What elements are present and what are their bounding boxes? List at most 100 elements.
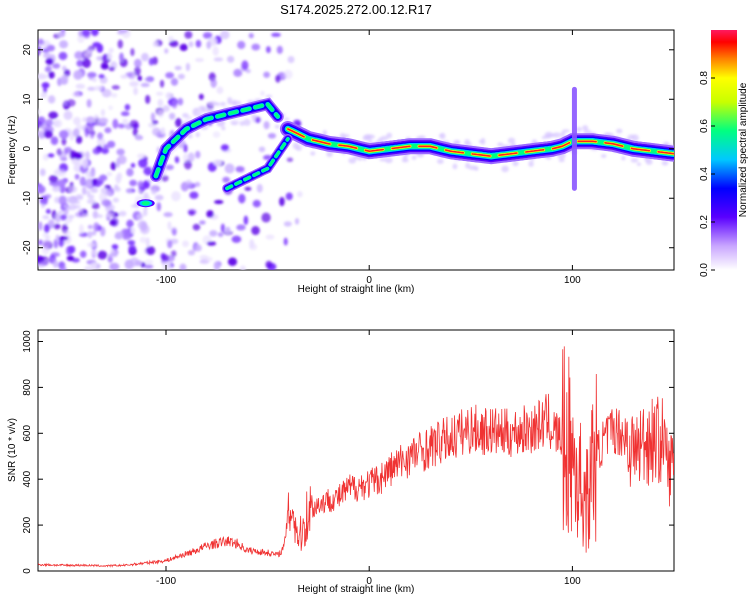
spectrogram-halo-blob: [528, 160, 534, 168]
spectrogram-noise-blob: [57, 77, 62, 87]
spectrogram-noise-blob: [136, 153, 147, 159]
spectrogram-ridge-secondary: [225, 137, 290, 190]
spectrogram-noise-blob: [237, 40, 246, 50]
spectrogram-noise-blob: [184, 31, 193, 39]
spectrogram-noise-blob: [227, 257, 238, 266]
snr-series-line: [38, 346, 674, 568]
spectrogram-noise-blob: [100, 108, 106, 117]
spectrogram-noise-blob: [199, 220, 206, 225]
spectrogram-halo-blob: [379, 158, 387, 162]
spectrogram-noise-blob: [124, 259, 134, 270]
spectrogram-noise-blob: [188, 210, 195, 216]
spectrogram-noise-blob: [38, 116, 46, 126]
spectrogram-noise-blob: [267, 132, 277, 139]
spectrogram-halo-blob: [326, 151, 333, 158]
spectrogram-noise-blob: [134, 58, 142, 68]
spectrogram-halo-blob: [411, 155, 417, 160]
spectrogram-noise-blob: [258, 146, 266, 153]
spectrogram-noise-blob: [111, 244, 119, 250]
spectrogram-noise-blob: [225, 226, 231, 234]
spectrogram-halo-blob: [75, 194, 84, 200]
spectrogram-noise-blob: [45, 208, 51, 214]
spectrogram-noise-blob: [91, 30, 99, 37]
spectrogram-halo-blob: [151, 188, 157, 195]
spectrogram-noise-blob: [48, 175, 59, 183]
spectrogram-noise-blob: [38, 38, 45, 46]
spectrogram-noise-blob: [212, 46, 219, 56]
snr-xtick-label: -100: [156, 576, 176, 587]
spectrogram-halo-blob: [96, 214, 104, 218]
spectrogram-noise-blob: [248, 32, 254, 39]
spectrogram-noise-blob: [134, 66, 141, 76]
spectrogram-noise-blob: [152, 41, 159, 48]
spectrogram-halo-blob: [438, 133, 444, 137]
spectrogram-noise-blob: [115, 174, 122, 184]
spectrogram-halo-blob: [114, 187, 121, 192]
spectrogram-noise-blob: [179, 263, 187, 270]
spectrogram-noise-blob: [224, 163, 235, 174]
snr-xtick-label: 0: [366, 576, 372, 587]
spectrogram-noise-blob: [154, 194, 164, 201]
spectrogram-noise-blob: [260, 90, 265, 96]
spectrogram-halo-blob: [187, 134, 193, 139]
spectrogram-noise-blob: [287, 55, 295, 64]
spectrogram-noise-blob: [65, 245, 74, 256]
spectrogram-noise-blob: [60, 78, 68, 85]
spectrogram-noise-blob: [194, 182, 201, 187]
spectrogram-noise-blob: [206, 40, 212, 50]
spectrogram-halo-blob: [512, 160, 519, 167]
spectrogram-halo-blob: [52, 185, 61, 192]
spectrogram-noise-blob: [265, 260, 273, 269]
spectrogram-noise-blob: [124, 104, 131, 111]
spectrogram-noise-blob: [90, 249, 98, 255]
spectrogram-noise-blob: [55, 234, 60, 242]
spectrogram-halo-blob: [136, 213, 144, 221]
spectrogram-noise-blob: [82, 30, 91, 37]
spectrogram-halo-blob: [627, 134, 635, 139]
spectrogram-noise-blob: [163, 212, 173, 218]
spectrogram-ridge: [136, 86, 674, 208]
spectrogram-noise-blob: [59, 40, 69, 49]
spectrogram-halo-blob: [81, 213, 89, 217]
spectrogram-noise-blob: [122, 235, 131, 241]
spectrogram-noise-blob: [235, 166, 245, 173]
spectrogram-noise-blob: [91, 202, 100, 210]
spectrogram-halo-blob: [100, 187, 109, 194]
spectrogram-noise-blob: [220, 144, 230, 151]
spectrogram-noise-blob: [118, 30, 128, 34]
colorbar-tick-label: 0.0: [699, 263, 710, 277]
spectrogram-halo-blob: [310, 151, 316, 156]
spectrogram-halo-blob: [112, 197, 120, 203]
colorbar: 0.0 0.2 0.4 0.6 0.8 Normalized spectral ampl…: [699, 30, 749, 277]
spectrogram-noise-blob: [43, 52, 51, 59]
snr-ytick-label: 0: [22, 568, 33, 574]
spectrogram-halo-blob: [452, 163, 458, 170]
spectrogram-noise-blob: [204, 256, 213, 262]
spectrogram-noise-blob: [47, 153, 55, 158]
spectrogram-noise-blob: [42, 153, 49, 161]
spectrogram-noise-blob: [213, 199, 224, 205]
spectrogram-noise-blob: [64, 148, 70, 155]
spectrogram-noise-blob: [116, 158, 121, 168]
spectrogram-halo-blob: [214, 102, 220, 107]
spectrogram-noise-blob: [126, 168, 134, 177]
spectrogram-noise-blob: [249, 238, 255, 249]
spectrogram-noise-blob: [81, 158, 89, 168]
snr-xtick-label: 100: [564, 576, 581, 587]
spectrogram-noise-blob: [236, 224, 246, 231]
spectrogram-noise-blob: [171, 191, 181, 202]
spectrogram-noise-blob: [98, 74, 105, 79]
spectrogram-halo-blob: [274, 124, 280, 129]
spectrogram-noise-blob: [252, 199, 261, 208]
spectrogram-noise-blob: [256, 183, 263, 193]
spectrogram-noise-blob: [84, 127, 89, 138]
spectrogram-halo-blob: [501, 165, 509, 173]
spectrogram-noise-blob: [87, 231, 93, 239]
colorbar-tick-label: 0.6: [699, 119, 710, 133]
spectrogram-halo-blob: [541, 135, 548, 140]
spectrogram-xlabel: Height of straight line (km): [298, 284, 415, 295]
spectrogram-noise-blob: [60, 214, 68, 221]
spectrogram-noise-blob: [87, 86, 96, 91]
spectrogram-noise-blob: [167, 240, 173, 249]
